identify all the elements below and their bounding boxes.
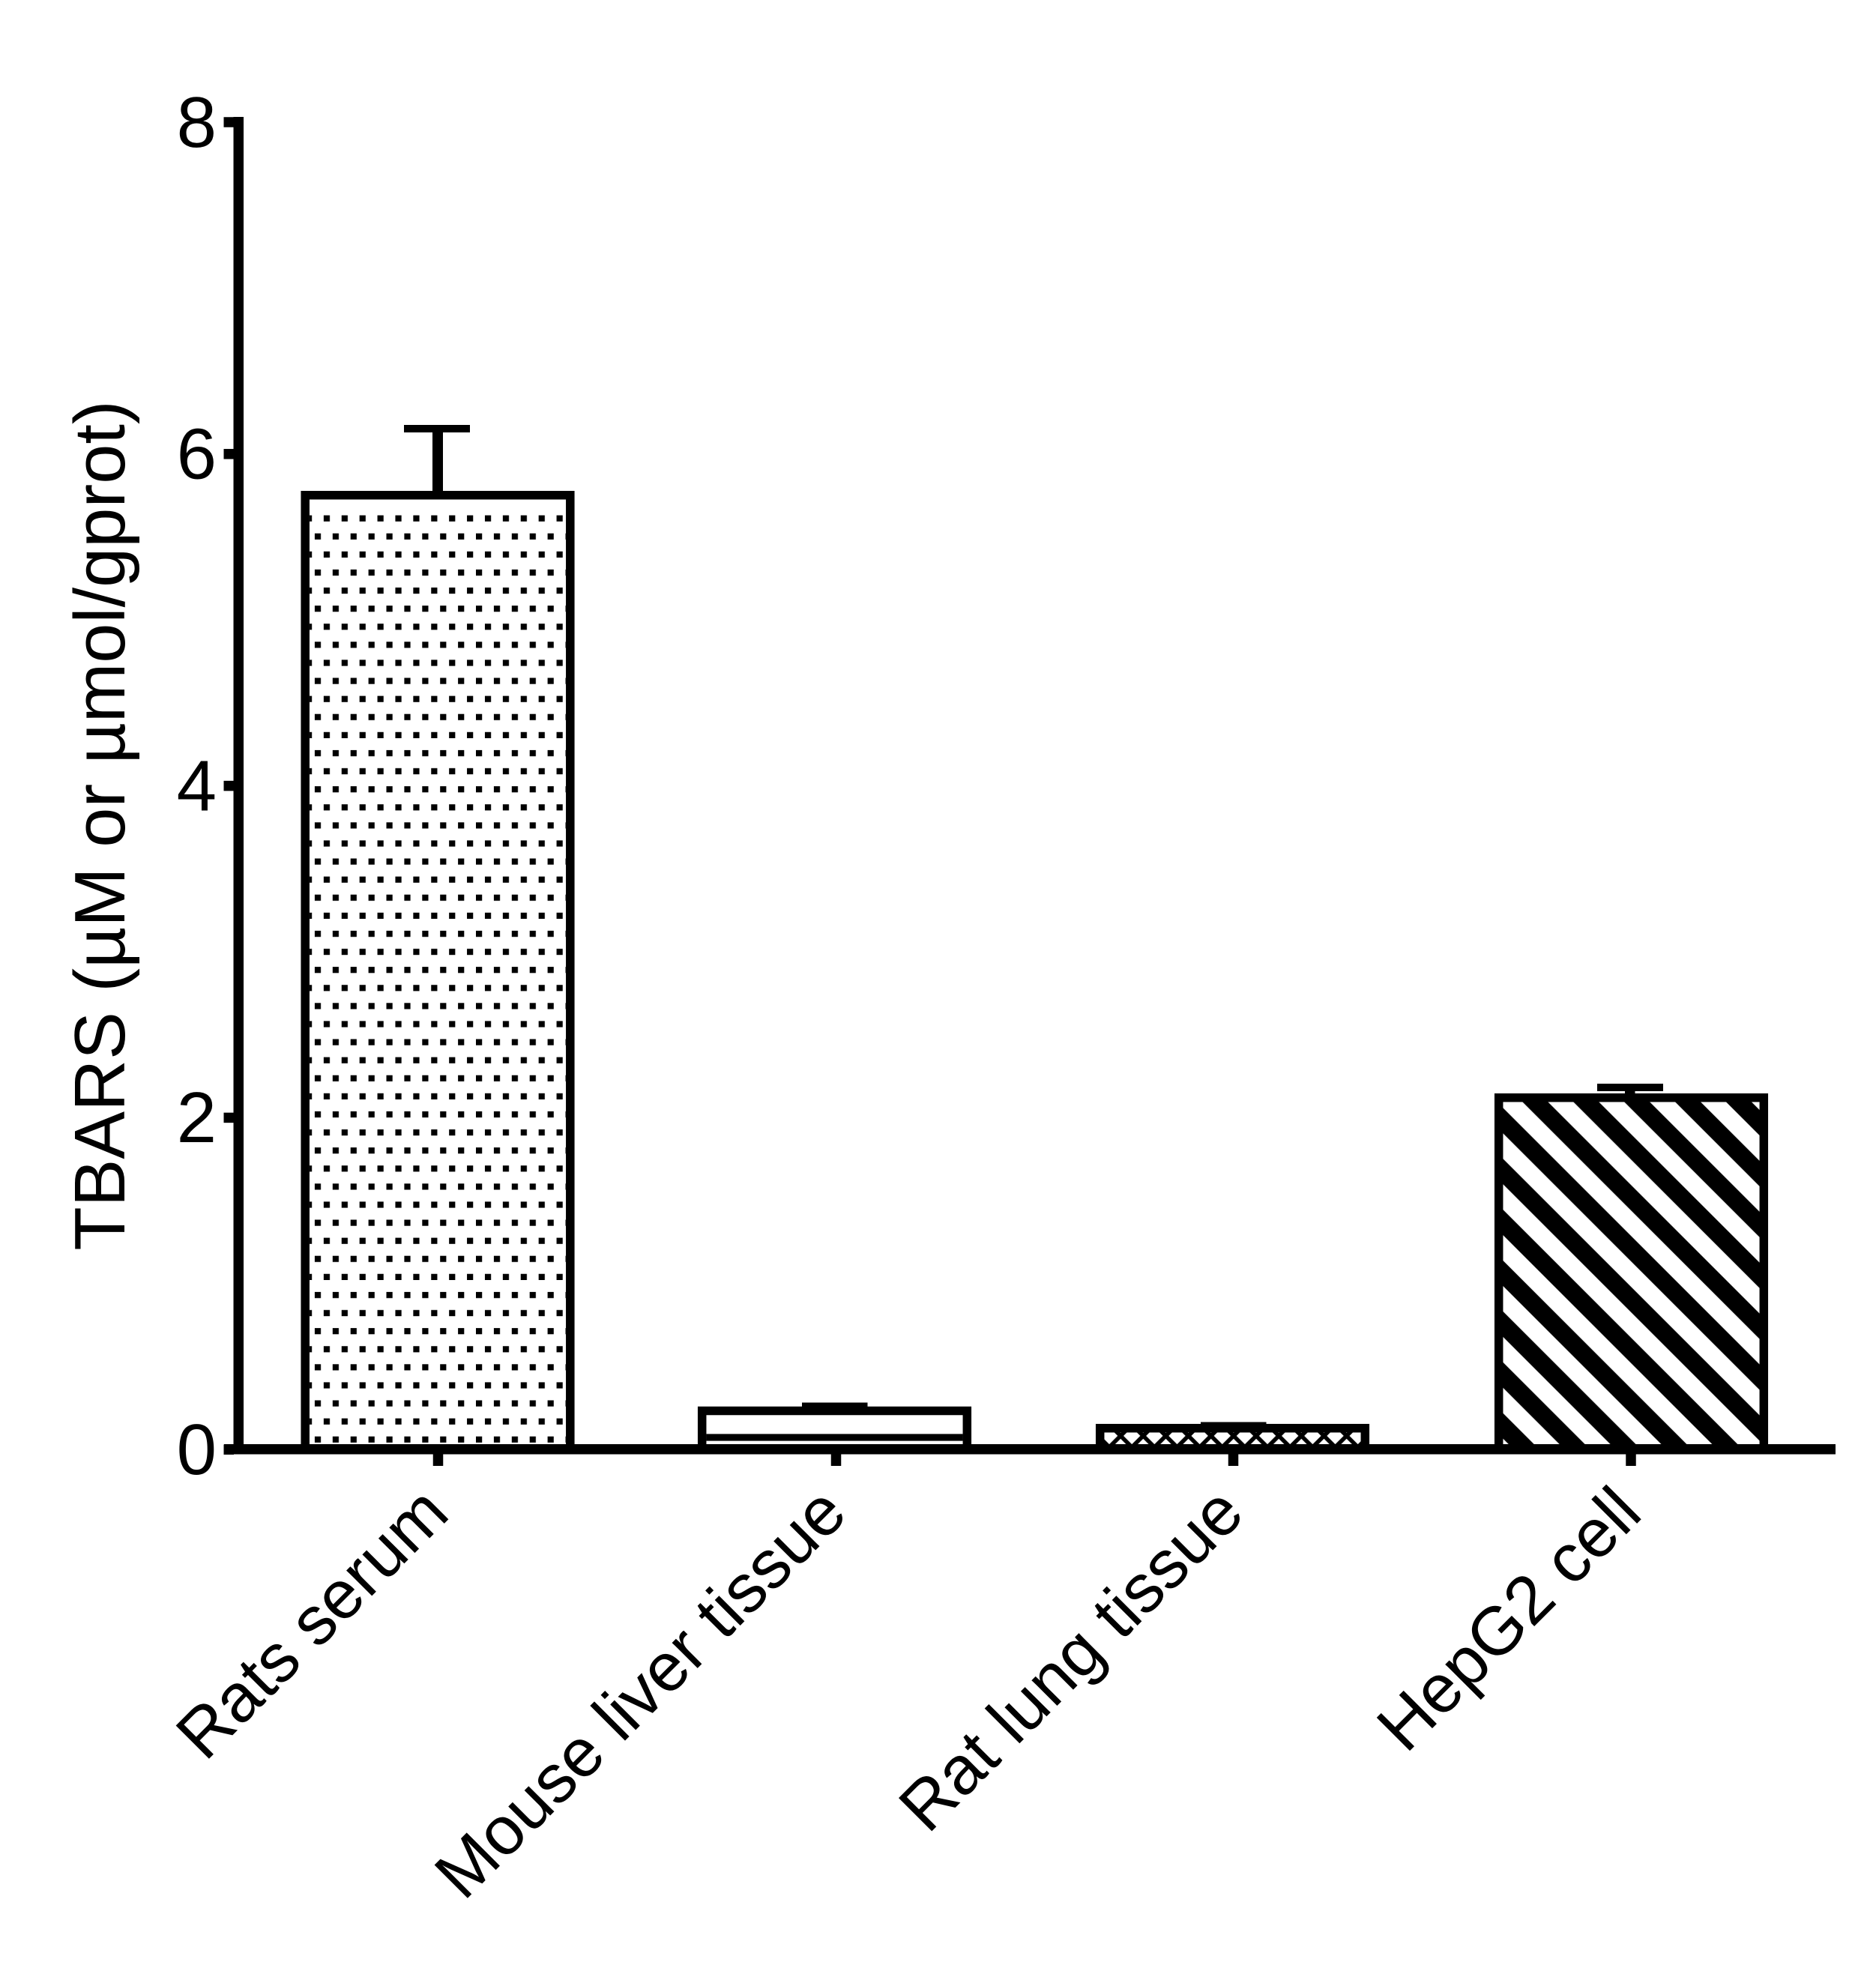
svg-text:4: 4 bbox=[177, 746, 217, 826]
svg-text:Mouse liver tissue: Mouse liver tissue bbox=[420, 1473, 860, 1913]
svg-text:Rats serum: Rats serum bbox=[162, 1473, 462, 1773]
svg-text:TBARS (µM or µmol/gprot): TBARS (µM or µmol/gprot) bbox=[60, 400, 140, 1250]
svg-text:HepG2 cell: HepG2 cell bbox=[1363, 1473, 1656, 1766]
svg-text:6: 6 bbox=[177, 414, 217, 495]
svg-text:2: 2 bbox=[177, 1078, 217, 1158]
svg-text:0: 0 bbox=[177, 1410, 217, 1490]
svg-text:Rat lung tissue: Rat lung tissue bbox=[885, 1473, 1258, 1846]
svg-text:8: 8 bbox=[177, 82, 217, 163]
